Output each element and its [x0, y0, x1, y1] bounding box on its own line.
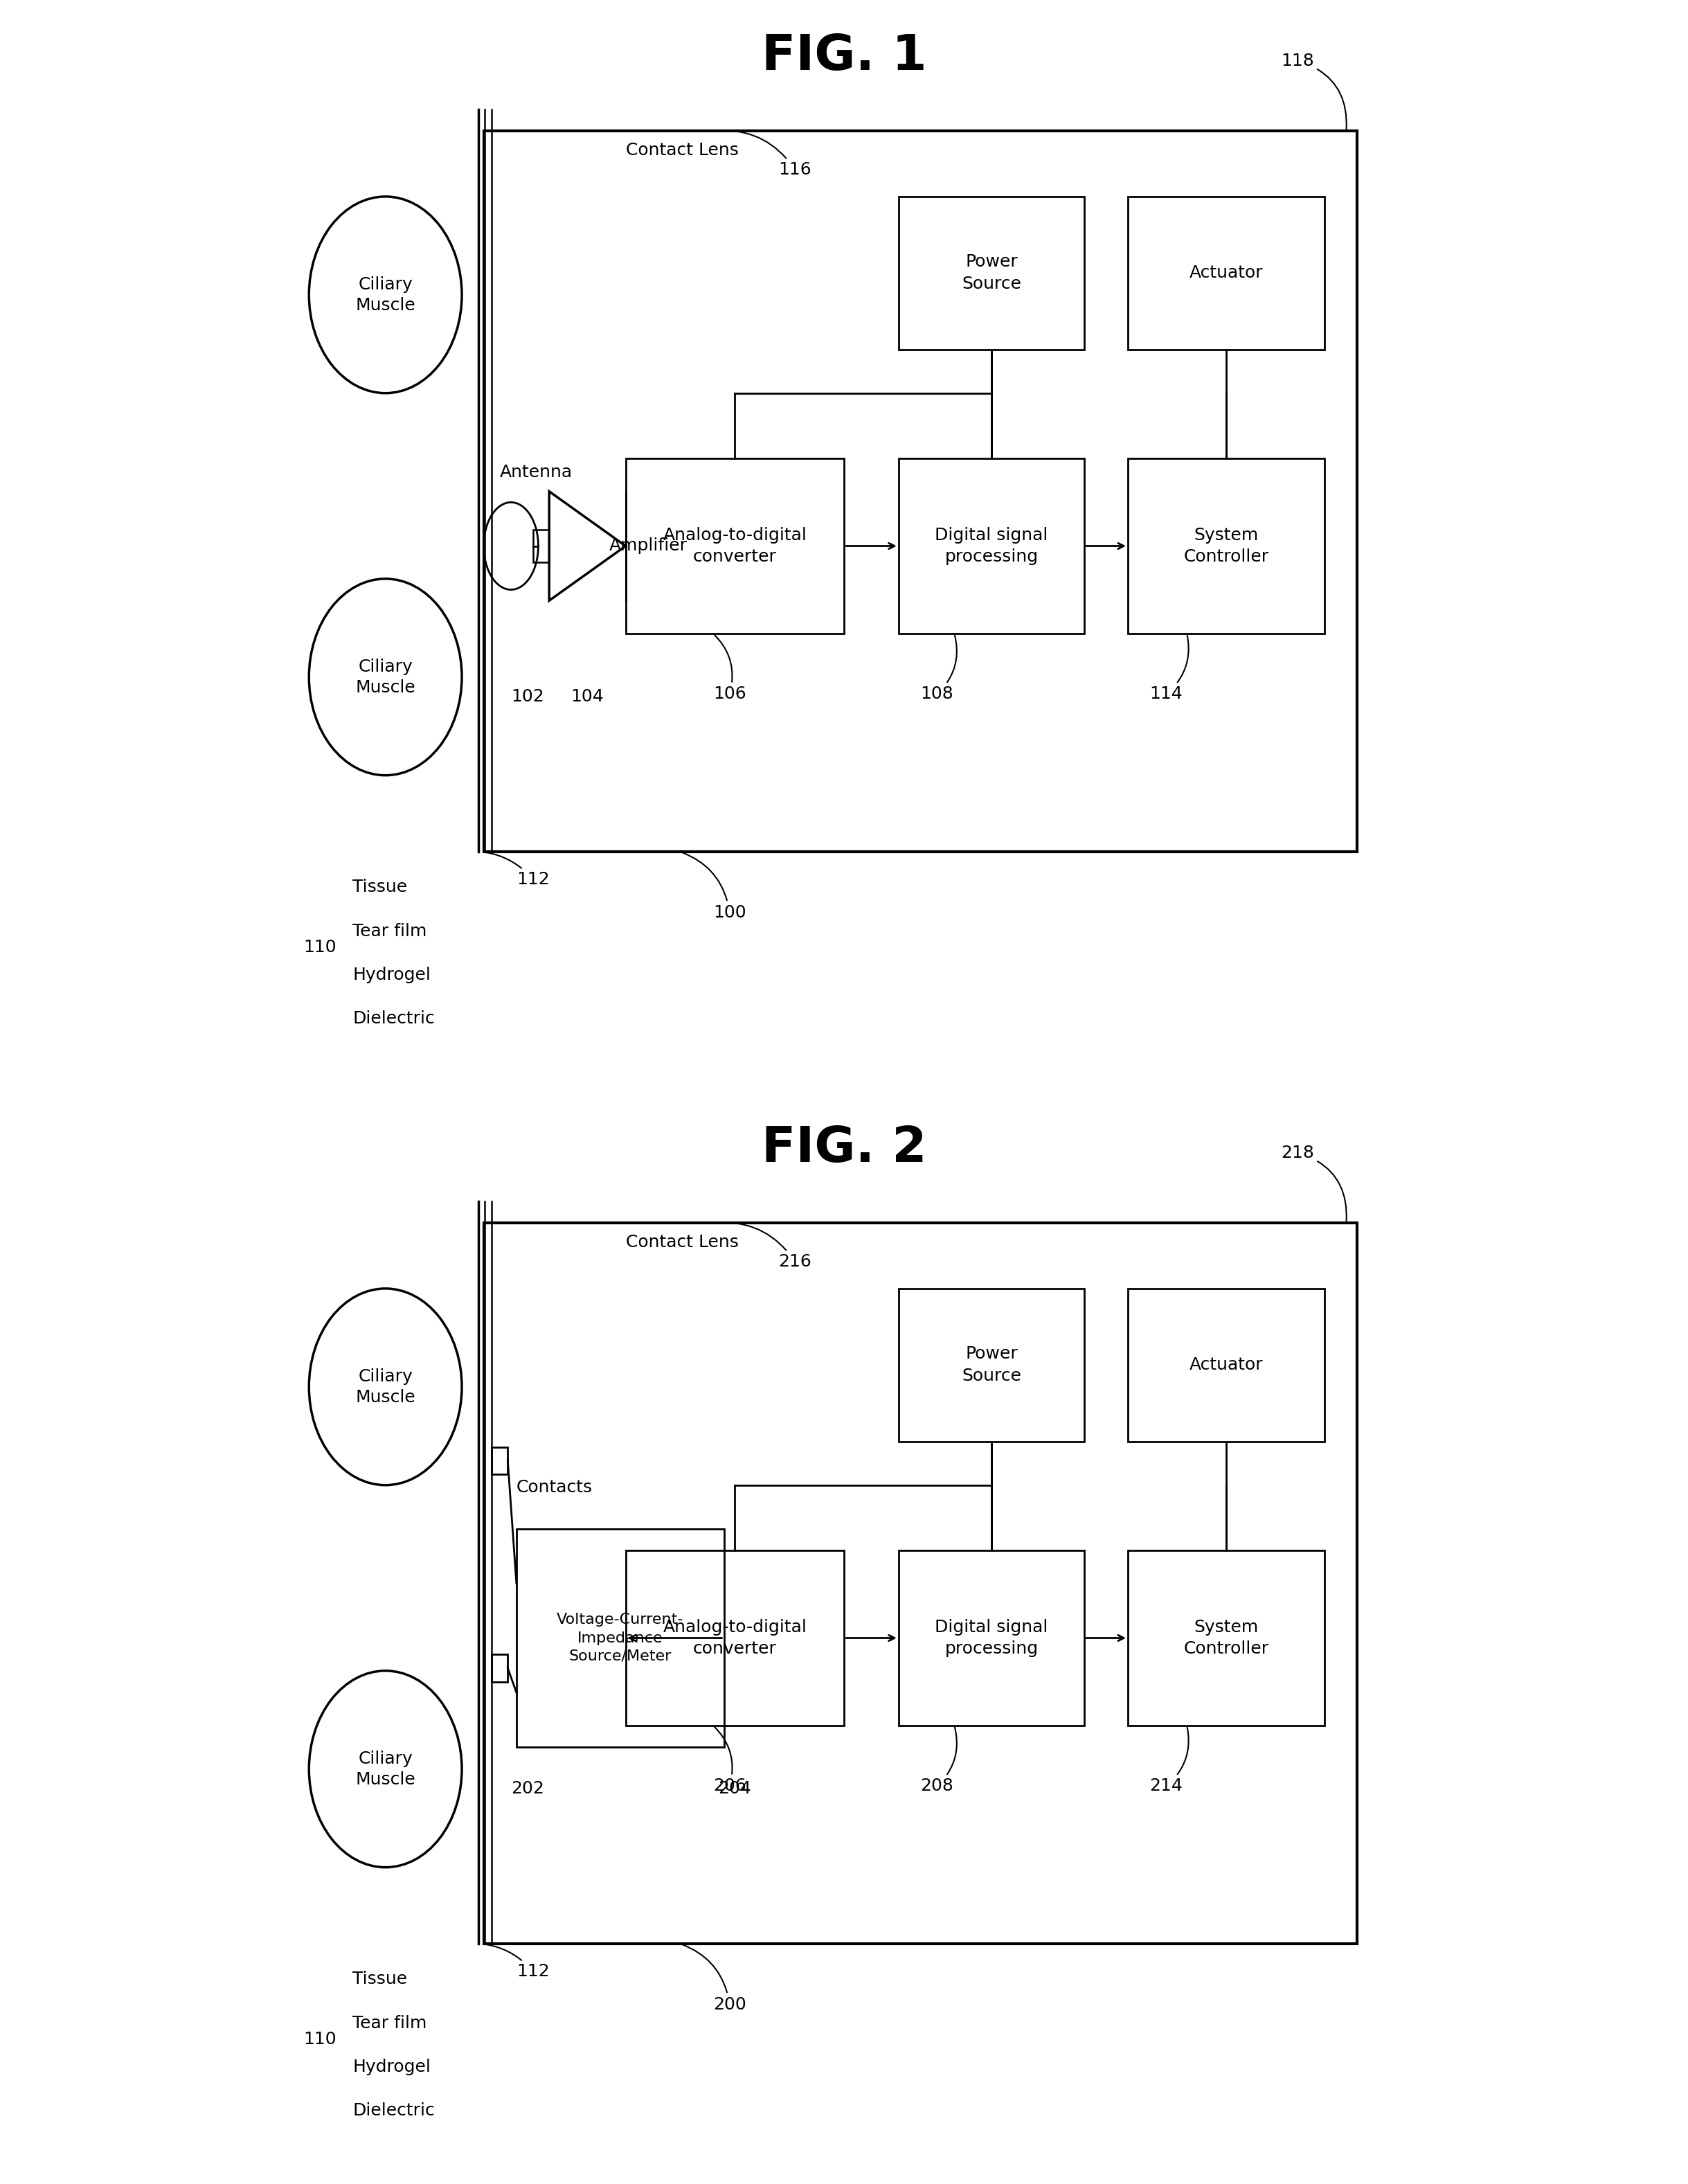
Bar: [1128, 197, 1325, 349]
Text: Dielectric: Dielectric: [353, 2101, 436, 2118]
Text: Analog-to-digital
converter: Analog-to-digital converter: [663, 1618, 807, 1658]
Text: 106: 106: [712, 636, 746, 703]
Text: Digital signal
processing: Digital signal processing: [935, 1618, 1048, 1658]
Text: Digital signal
processing: Digital signal processing: [935, 526, 1048, 566]
Bar: [484, 1223, 1357, 1944]
Text: 200: 200: [682, 1944, 746, 2014]
Text: Power
Source: Power Source: [962, 1345, 1021, 1385]
Bar: [491, 1448, 508, 1474]
Bar: [898, 459, 1084, 633]
Bar: [1128, 1289, 1325, 1441]
Text: 104: 104: [571, 688, 604, 705]
Text: System
Controller: System Controller: [1183, 1618, 1269, 1658]
Text: 114: 114: [1150, 636, 1188, 703]
Text: 208: 208: [920, 1728, 957, 1795]
Bar: [1128, 459, 1325, 633]
Text: Contact Lens: Contact Lens: [626, 142, 738, 159]
Text: Antenna: Antenna: [500, 463, 572, 480]
Text: Actuator: Actuator: [1190, 1356, 1263, 1374]
Text: 112: 112: [483, 1944, 550, 1981]
Text: Tissue: Tissue: [353, 1970, 407, 1987]
Text: 110: 110: [304, 2031, 336, 2049]
Text: 202: 202: [511, 1780, 544, 1797]
Text: FIG. 1: FIG. 1: [761, 33, 927, 81]
Bar: [1128, 1551, 1325, 1725]
Text: Ciliary
Muscle: Ciliary Muscle: [356, 275, 415, 314]
Text: Amplifier: Amplifier: [609, 537, 687, 555]
Text: 204: 204: [717, 1780, 751, 1797]
Text: Tissue: Tissue: [353, 880, 407, 895]
Bar: [898, 197, 1084, 349]
Text: FIG. 2: FIG. 2: [761, 1125, 927, 1173]
Text: Hydrogel: Hydrogel: [353, 2057, 430, 2075]
Bar: [898, 1551, 1084, 1725]
Text: Hydrogel: Hydrogel: [353, 965, 430, 983]
Text: 214: 214: [1150, 1728, 1188, 1795]
Text: 110: 110: [304, 939, 336, 957]
Text: 100: 100: [682, 852, 746, 922]
Text: 108: 108: [920, 636, 957, 703]
Text: Tear film: Tear film: [353, 922, 427, 939]
Text: 206: 206: [712, 1728, 746, 1795]
Text: Contact Lens: Contact Lens: [626, 1234, 738, 1251]
Text: Ciliary
Muscle: Ciliary Muscle: [356, 1749, 415, 1789]
Text: 216: 216: [716, 1223, 812, 1271]
Text: System
Controller: System Controller: [1183, 526, 1269, 566]
Text: 116: 116: [716, 131, 812, 179]
Text: Power
Source: Power Source: [962, 253, 1021, 293]
Bar: [626, 1551, 844, 1725]
Text: Actuator: Actuator: [1190, 264, 1263, 282]
Text: Dielectric: Dielectric: [353, 1009, 436, 1026]
Text: 218: 218: [1281, 1144, 1347, 1221]
Text: Ciliary
Muscle: Ciliary Muscle: [356, 1367, 415, 1406]
Text: 102: 102: [511, 688, 544, 705]
Text: Voltage-Current-
Impedance
Source/Meter: Voltage-Current- Impedance Source/Meter: [557, 1612, 684, 1664]
Bar: [533, 529, 549, 561]
Text: Tear film: Tear film: [353, 2014, 427, 2031]
Bar: [898, 1289, 1084, 1441]
Bar: [484, 131, 1357, 852]
Bar: [491, 1655, 508, 1682]
Text: Ciliary
Muscle: Ciliary Muscle: [356, 657, 415, 697]
Text: 112: 112: [483, 852, 550, 889]
Text: 118: 118: [1281, 52, 1347, 129]
Text: Contacts: Contacts: [517, 1479, 592, 1496]
Text: Analog-to-digital
converter: Analog-to-digital converter: [663, 526, 807, 566]
Bar: [626, 459, 844, 633]
Bar: [517, 1529, 724, 1747]
